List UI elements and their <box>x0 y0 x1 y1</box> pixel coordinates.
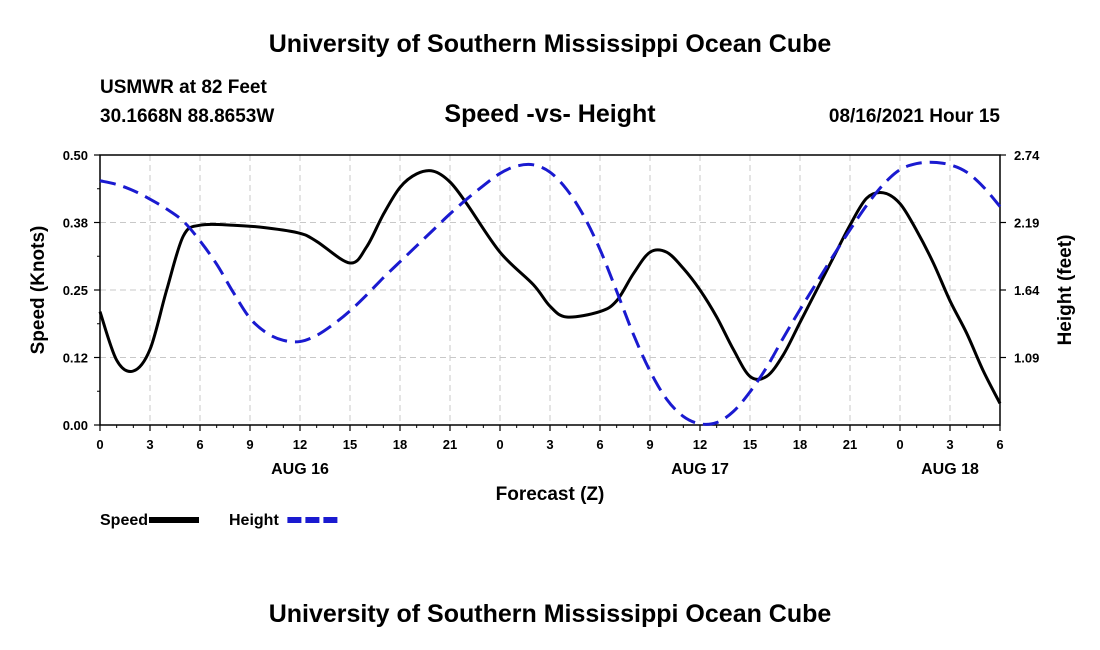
x-tick-label: 18 <box>793 437 807 452</box>
x-tick-label: 6 <box>996 437 1003 452</box>
date-label: AUG 16 <box>271 461 329 478</box>
x-axis-label: Forecast (Z) <box>496 484 605 505</box>
x-tick-label: 12 <box>293 437 307 452</box>
x-tick-label: 15 <box>743 437 757 452</box>
date-label: AUG 18 <box>921 461 979 478</box>
forecast-timestamp: 08/16/2021 Hour 15 <box>828 106 1000 127</box>
y-tick-label: 0.25 <box>63 283 88 298</box>
speed-series-line <box>98 169 1002 405</box>
station-label: USMWR at 82 Feet <box>100 77 267 98</box>
y-tick-label: 0.12 <box>63 351 88 366</box>
x-tick-label: 21 <box>843 437 857 452</box>
page-title: University of Southern Mississippi Ocean… <box>268 30 832 58</box>
x-tick-label: 12 <box>693 437 707 452</box>
y2-tick-label: 2.74 <box>1014 148 1040 163</box>
y-tick-label: 0.00 <box>63 418 88 433</box>
x-tick-label: 9 <box>646 437 653 452</box>
date-label: AUG 17 <box>671 461 729 478</box>
x-tick-label: 3 <box>146 437 153 452</box>
x-tick-label: 0 <box>496 437 503 452</box>
x-tick-label: 9 <box>246 437 253 452</box>
y2-tick-label: 1.09 <box>1014 351 1039 366</box>
x-tick-label: 18 <box>393 437 407 452</box>
legend-height-label: Height <box>229 512 279 529</box>
x-tick-label: 6 <box>196 437 203 452</box>
y2-axis-label: Height (feet) <box>1055 235 1076 346</box>
footer-title: University of Southern Mississippi Ocean… <box>268 600 832 628</box>
y2-tick-label: 1.64 <box>1014 283 1040 298</box>
x-tick-label: 6 <box>596 437 603 452</box>
x-tick-label: 0 <box>896 437 903 452</box>
y2-tick-label: 2.19 <box>1014 216 1039 231</box>
y-axis-label: Speed (Knots) <box>28 226 49 355</box>
x-tick-label: 3 <box>546 437 553 452</box>
x-tick-label: 3 <box>946 437 953 452</box>
station-coordinates: 30.1668N 88.8653W <box>100 106 275 127</box>
x-tick-label: 21 <box>443 437 457 452</box>
y-tick-label: 0.38 <box>63 216 88 231</box>
x-tick-label: 0 <box>96 437 103 452</box>
x-tick-label: 15 <box>343 437 357 452</box>
y-tick-label: 0.50 <box>63 148 88 163</box>
legend-speed-label: Speed <box>100 512 148 529</box>
chart-title: Speed -vs- Height <box>444 100 656 128</box>
height-series-line <box>99 160 1002 426</box>
